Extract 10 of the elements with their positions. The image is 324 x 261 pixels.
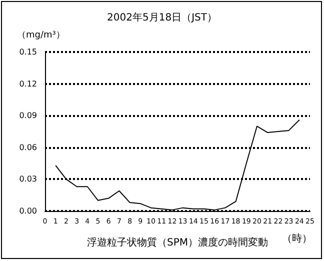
y-tick-label: 0.00 [19, 206, 37, 216]
text: （時） [282, 232, 312, 244]
y-tick-label: 0.06 [19, 142, 37, 152]
y-tick-label: 0.09 [19, 111, 37, 120]
y-axis-title: （mg/m³） [17, 30, 65, 40]
x-axis-title: 浮遊粒子状物質（SPM）濃度の時間変動 [86, 236, 268, 248]
y-tick-label: 0.15 [19, 48, 37, 56]
chart-title: 2002年5月18日（JST） [107, 12, 217, 24]
y-tick-label: 0.03 [19, 174, 37, 184]
y-tick-label: 0.12 [19, 79, 37, 88]
